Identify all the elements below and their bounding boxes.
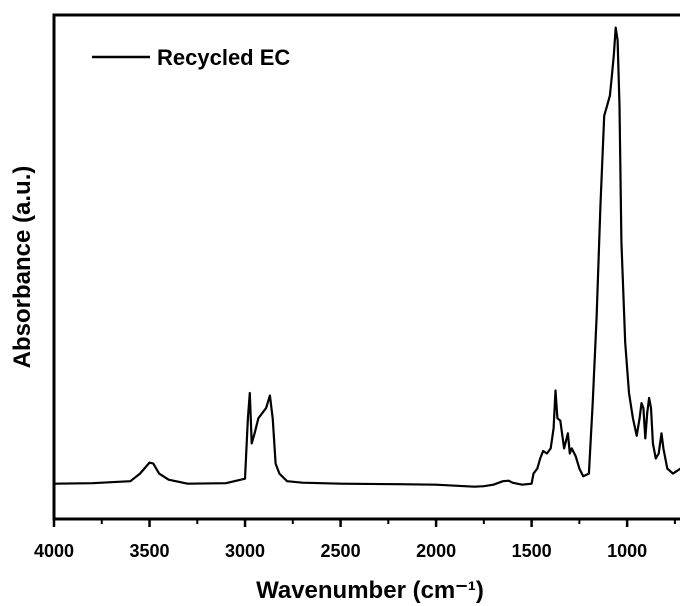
legend-label-recycled-ec: Recycled EC — [157, 45, 290, 70]
x-tick-label: 3000 — [225, 541, 265, 561]
x-tick-label: 2500 — [321, 541, 361, 561]
x-tick-label: 2000 — [416, 541, 456, 561]
legend: Recycled EC — [92, 45, 290, 70]
plot-frame — [52, 13, 680, 521]
y-axis-title: Absorbance (a.u.) — [9, 166, 36, 369]
x-tick-label: 1000 — [607, 541, 647, 561]
x-tick-label: 1500 — [512, 541, 552, 561]
series-line-recycled-ec — [54, 26, 680, 488]
x-tick-label: 3500 — [129, 541, 169, 561]
x-axis-title: Wavenumber (cm⁻¹) — [256, 577, 484, 604]
x-axis: 4000 3500 3000 2500 2000 1500 1000 — [34, 519, 676, 561]
plot-area — [54, 26, 680, 488]
x-tick-label: 4000 — [34, 541, 74, 561]
